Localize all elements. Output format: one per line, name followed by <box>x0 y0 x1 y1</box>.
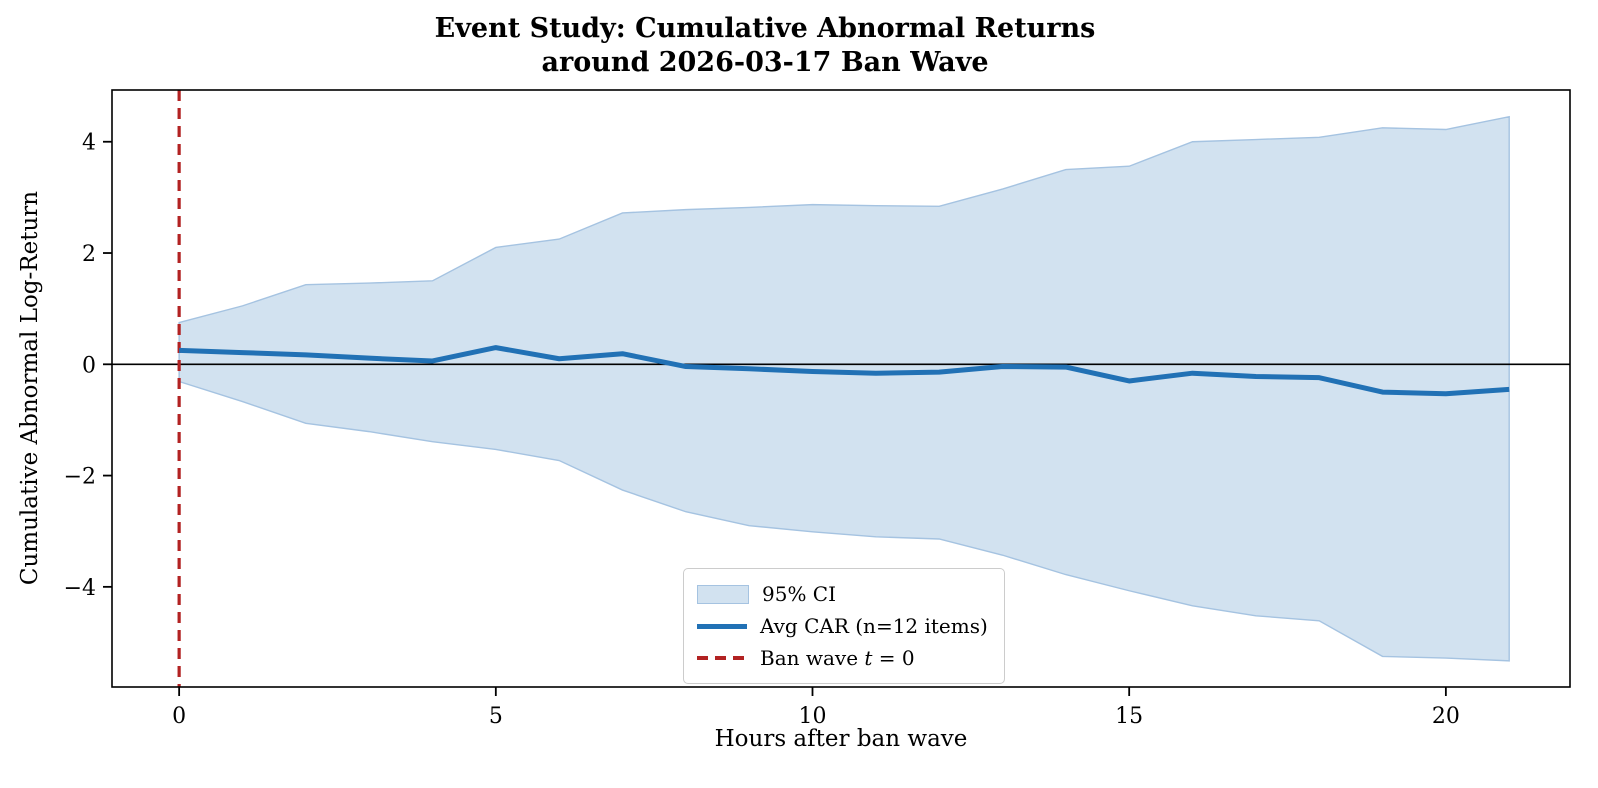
dashed-line-swatch-icon <box>697 656 747 660</box>
legend-item-label: 95% CI <box>762 582 837 606</box>
legend-item-label: Avg CAR (n=12 items) <box>760 614 988 638</box>
x-tick-label: 5 <box>489 704 503 729</box>
ci-band <box>178 115 1510 662</box>
chart-title-line2: around 2026-03-17 Ban Wave <box>541 47 989 78</box>
y-tick-label: 0 <box>82 353 96 378</box>
legend: 95% CI Avg CAR (n=12 items) Ban wave t = 0 <box>683 568 1005 684</box>
x-axis-label: Hours after ban wave <box>714 726 968 752</box>
line-swatch-icon <box>697 623 747 629</box>
legend-item: Avg CAR (n=12 items) <box>697 610 988 642</box>
y-tick-label: −4 <box>64 576 96 601</box>
y-tick-label: 4 <box>82 131 96 156</box>
x-tick-label: 20 <box>1432 704 1460 729</box>
y-tick-label: −2 <box>64 465 96 490</box>
x-tick-label: 10 <box>798 704 826 729</box>
chart-title-line1: Event Study: Cumulative Abnormal Returns <box>434 13 1096 44</box>
legend-item: 95% CI <box>697 578 988 610</box>
avg-car-line <box>179 345 1510 397</box>
x-tick-label: 0 <box>172 704 186 729</box>
ci-swatch-icon <box>697 584 749 604</box>
legend-item: Ban wave t = 0 <box>697 642 988 674</box>
x-tick-label: 15 <box>1115 704 1143 729</box>
chart-title: Event Study: Cumulative Abnormal Returns… <box>435 12 1096 80</box>
plot-border <box>111 89 1571 688</box>
legend-item-label: Ban wave t = 0 <box>760 646 915 670</box>
y-tick-label: 2 <box>82 242 96 267</box>
